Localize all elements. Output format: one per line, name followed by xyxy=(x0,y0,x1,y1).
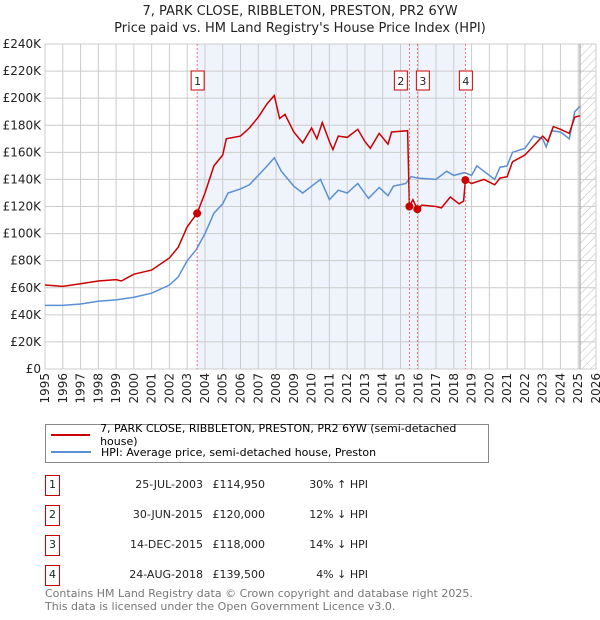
sale-number: 3 xyxy=(45,535,60,556)
property-price-line xyxy=(44,93,581,288)
footer: Contains HM Land Registry data © Crown c… xyxy=(45,587,473,613)
x-tick-label: 2005 xyxy=(216,373,230,404)
sale-hpi-diff: 12% ↓ HPI xyxy=(309,508,368,521)
x-tick-label: 1996 xyxy=(56,373,70,404)
sale-number: 1 xyxy=(45,475,60,496)
x-tick-label: 2022 xyxy=(518,373,532,404)
sale-row: 4 24-AUG-2018 £139,500 4% ↓ HPI xyxy=(45,565,485,586)
sale-row: 1 25-JUL-2003 £114,950 30% ↑ HPI xyxy=(45,475,485,496)
chart-title: 7, PARK CLOSE, RIBBLETON, PRESTON, PR2 6… xyxy=(142,4,458,19)
price-chart: £0 £20K £40K £60K £80K £100K £120K £140K £160K £1… xyxy=(3,37,600,404)
footer-line-2: This data is licensed under the Open Gov… xyxy=(45,600,396,613)
y-tick-label: £120K xyxy=(3,200,43,214)
legend: 7, PARK CLOSE, RIBBLETON, PRESTON, PR2 6… xyxy=(45,422,489,463)
sale-row: 2 30-JUN-2015 £120,000 12% ↓ HPI xyxy=(45,505,485,526)
sale-date: 30-JUN-2015 xyxy=(132,508,203,521)
x-tick-label: 2008 xyxy=(269,373,283,404)
sale-marker-label: 4 xyxy=(462,75,469,88)
sale-marker-box xyxy=(190,70,205,91)
y-tick-label: £60K xyxy=(10,281,42,295)
x-tick-label: 2011 xyxy=(322,373,336,404)
x-tick-label: 2016 xyxy=(411,373,425,404)
sale-marker-box xyxy=(415,70,430,91)
x-tick-label: 2025 xyxy=(571,373,585,404)
x-tick-label: 2017 xyxy=(429,373,443,404)
y-tick-label: £0 xyxy=(26,362,41,376)
x-tick-label: 2021 xyxy=(500,373,514,404)
sale-price: £120,000 xyxy=(212,508,266,521)
x-tick-label: 1997 xyxy=(74,373,88,404)
x-tick-label: 2006 xyxy=(234,373,248,404)
x-tick-label: 2013 xyxy=(358,373,372,404)
x-tick-label: 2010 xyxy=(305,373,319,404)
footer-line-1: Contains HM Land Registry data © Crown c… xyxy=(45,587,473,600)
x-tick-label: 2023 xyxy=(536,373,550,404)
sale-number: 2 xyxy=(45,505,60,526)
x-tick-label: 2007 xyxy=(251,373,265,404)
sale-marker-label: 3 xyxy=(419,75,426,88)
sale-hpi-diff: 14% ↓ HPI xyxy=(309,538,368,551)
x-tick-label: 2019 xyxy=(465,373,479,404)
legend-item-hpi: HPI: Average price, semi-detached house,… xyxy=(51,444,376,460)
x-tick-label: 1998 xyxy=(91,373,105,404)
sale-point xyxy=(405,202,414,211)
x-tick-label: 2018 xyxy=(447,373,461,404)
sale-row: 3 14-DEC-2015 £118,000 14% ↓ HPI xyxy=(45,535,485,556)
y-tick-label: £140K xyxy=(3,172,43,186)
y-tick-label: £220K xyxy=(3,64,43,78)
sale-marker-label: 1 xyxy=(194,75,201,88)
legend-item-property: 7, PARK CLOSE, RIBBLETON, PRESTON, PR2 6… xyxy=(51,422,488,448)
sale-price: £139,500 xyxy=(212,568,266,581)
y-tick-label: £160K xyxy=(3,145,43,159)
x-tick-label: 2012 xyxy=(340,373,354,404)
sale-hpi-diff: 30% ↑ HPI xyxy=(309,478,368,491)
x-tick-label: 2015 xyxy=(393,373,407,404)
x-tick-label: 2014 xyxy=(376,373,390,404)
sale-date: 24-AUG-2018 xyxy=(129,568,203,581)
sale-date: 14-DEC-2015 xyxy=(129,538,203,551)
x-tick-label: 2020 xyxy=(482,373,496,404)
sale-point xyxy=(413,205,422,214)
chart-subtitle: Price paid vs. HM Land Registry's House … xyxy=(114,21,486,36)
hpi-line xyxy=(45,105,581,307)
sale-hpi-diff: 4% ↓ HPI xyxy=(316,568,368,581)
sale-price: £114,950 xyxy=(212,478,266,491)
x-tick-label: 2001 xyxy=(145,373,159,404)
sale-price: £118,000 xyxy=(212,538,266,551)
x-tick-label: 2026 xyxy=(589,373,600,404)
x-tick-label: 2009 xyxy=(287,373,301,404)
x-tick-label: 2003 xyxy=(180,373,194,404)
legend-swatch-property xyxy=(51,434,91,436)
y-tick-label: £20K xyxy=(10,335,42,349)
y-tick-label: £240K xyxy=(3,37,43,51)
x-tick-label: 1999 xyxy=(109,373,123,404)
x-tick-label: 1995 xyxy=(38,373,52,404)
y-tick-label: £80K xyxy=(10,254,42,268)
y-tick-label: £200K xyxy=(3,91,43,105)
x-tick-label: 2024 xyxy=(553,373,567,404)
legend-label-property: 7, PARK CLOSE, RIBBLETON, PRESTON, PR2 6… xyxy=(100,422,457,448)
x-tick-label: 2002 xyxy=(162,373,176,404)
sale-date: 25-JUL-2003 xyxy=(135,478,203,491)
y-tick-label: £40K xyxy=(10,308,42,322)
y-tick-label: £100K xyxy=(3,227,43,241)
y-tick-label: £180K xyxy=(3,118,43,132)
sale-marker-label: 2 xyxy=(397,75,404,88)
sale-number: 4 xyxy=(45,565,60,586)
sale-point xyxy=(193,209,202,218)
legend-swatch-hpi xyxy=(51,451,91,453)
sale-marker-box xyxy=(458,70,473,91)
legend-label-hpi: HPI: Average price, semi-detached house,… xyxy=(101,445,377,459)
sale-point xyxy=(461,176,470,185)
sale-marker-box xyxy=(393,70,408,91)
x-tick-label: 2004 xyxy=(198,373,212,404)
x-tick-label: 2000 xyxy=(127,373,141,404)
